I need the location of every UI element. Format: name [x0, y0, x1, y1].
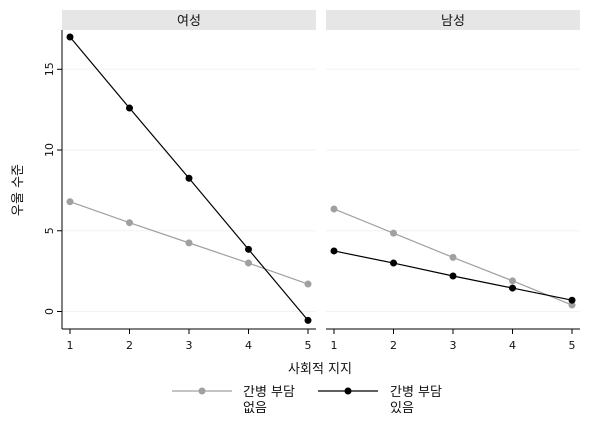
series-burden [330, 247, 576, 304]
panel-strip [326, 10, 580, 30]
data-point [66, 33, 74, 41]
x-tick-label: 3 [186, 339, 193, 352]
y-axis-title: 우울 수준 [11, 164, 26, 216]
legend-label-line1: 간병 부담 [390, 385, 442, 400]
data-point [185, 239, 193, 247]
panel-strip [62, 10, 316, 30]
data-point [390, 259, 397, 267]
legend-label-line1: 간병 부담 [243, 385, 295, 400]
data-point [568, 301, 576, 309]
y-tick-label: 0 [43, 308, 56, 315]
x-tick-label: 5 [569, 339, 576, 352]
y-tick-label: 15 [43, 62, 56, 76]
data-point [245, 245, 252, 253]
data-point [449, 272, 457, 280]
data-point [509, 284, 516, 292]
panel-title: 남성 [441, 14, 465, 29]
x-tick-label: 5 [305, 339, 312, 352]
data-point [66, 198, 74, 206]
y-tick-label: 10 [43, 143, 56, 157]
legend-marker [344, 387, 352, 395]
legend-marker [198, 387, 206, 395]
y-tick-label: 5 [43, 227, 56, 234]
data-point [126, 219, 133, 227]
data-point [126, 104, 133, 112]
data-point [185, 174, 193, 182]
series-burden [66, 33, 312, 324]
data-point [390, 229, 397, 237]
x-tick-label: 1 [331, 339, 338, 352]
series-no-burden [330, 205, 576, 309]
x-tick-label: 3 [450, 339, 457, 352]
x-tick-label: 2 [126, 339, 133, 352]
data-point [304, 280, 312, 288]
x-tick-label: 1 [67, 339, 74, 352]
x-tick-label: 4 [245, 339, 252, 352]
series-no-burden [66, 198, 312, 288]
x-tick-label: 4 [509, 339, 516, 352]
panels: 여성 1 2 3 4 5 0 5 10 15 남성 1 2 3 4 5 [43, 10, 580, 352]
data-point [330, 247, 338, 255]
x-axis-title: 사회적 지지 [288, 362, 352, 377]
panel-1: 여성 1 2 3 4 5 0 5 10 15 [43, 10, 316, 352]
data-point [245, 259, 252, 267]
data-point [568, 296, 576, 304]
data-point [330, 205, 338, 213]
panel-2: 남성 1 2 3 4 5 [326, 10, 580, 352]
data-point [304, 316, 312, 324]
legend-label-line2: 없음 [243, 401, 267, 416]
data-point [509, 277, 516, 285]
panel-title: 여성 [177, 14, 201, 29]
data-point [449, 253, 457, 261]
legend-label-line2: 있음 [390, 401, 414, 416]
x-tick-label: 2 [390, 339, 397, 352]
